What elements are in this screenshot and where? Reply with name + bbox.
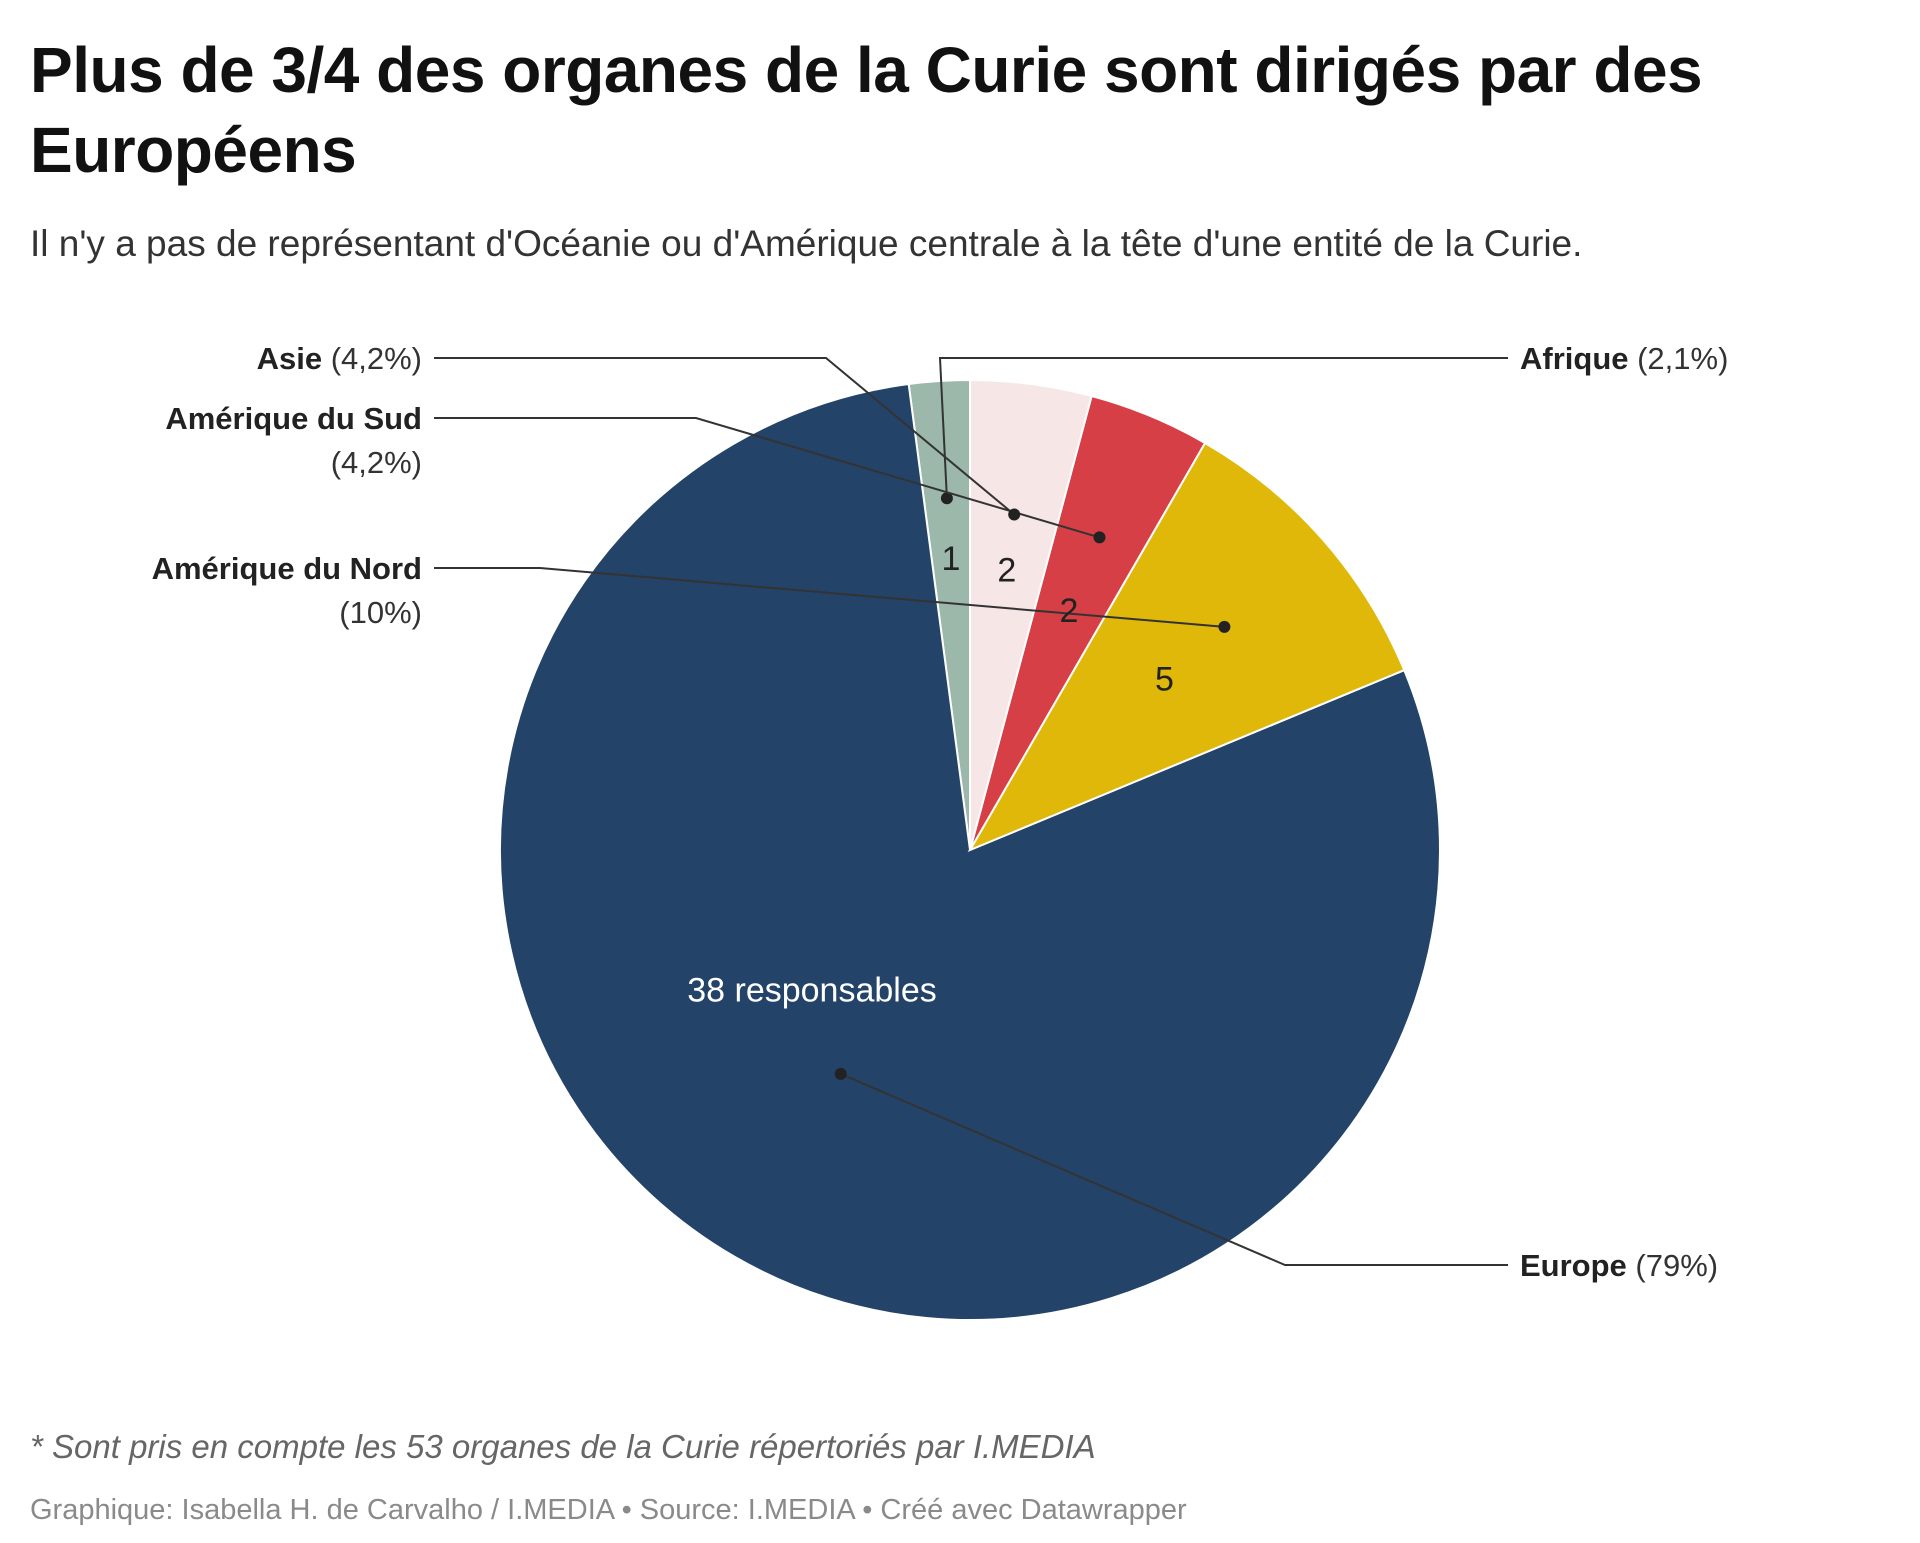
leader-line-amerique-du-nord xyxy=(434,567,1225,628)
leader-line-asie xyxy=(434,357,1015,516)
slice-category-label-afrique: Afrique (2,1%) xyxy=(1520,341,1728,376)
slice-value-label-afrique: 1 xyxy=(941,540,960,578)
pie-chart: 1 38 responsables 5 2 2 Afrique (2,1%) Europe… xyxy=(152,341,1728,1321)
chart-notes: * Sont pris en compte les 53 organes de … xyxy=(30,1428,1096,1465)
leader-dot-europe xyxy=(834,1067,847,1080)
slice-value-label-europe: 38 responsables xyxy=(687,972,937,1010)
pie-slice-asie xyxy=(969,378,1093,851)
leader-line-amerique-du-sud xyxy=(434,417,1100,539)
pie-slice-europe xyxy=(499,382,1441,1321)
leader-dot-amerique-du-nord xyxy=(1218,620,1231,633)
slice-category-label-amerique-du-nord: Amérique du Nord (10%) xyxy=(152,551,422,630)
leader-dot-afrique xyxy=(940,492,953,505)
chart-footer: Graphique: Isabella H. de Carvalho / I.M… xyxy=(30,1494,1187,1526)
slice-category-label-asie: Asie (4,2%) xyxy=(257,341,422,376)
slice-category-label-europe: Europe (79%) xyxy=(1520,1248,1718,1283)
chart-subtitle: Il n'y a pas de représentant d'Océanie o… xyxy=(30,223,1583,264)
leader-dot-asie xyxy=(1008,508,1021,521)
slice-value-label-amerique-du-sud: 2 xyxy=(1059,592,1078,630)
slice-value-label-amerique-du-nord: 5 xyxy=(1155,661,1174,699)
leader-dot-amerique-du-sud xyxy=(1093,531,1106,544)
leader-line-europe xyxy=(840,1072,1508,1266)
slice-category-label-amerique-du-sud: Amérique du Sud (4,2%) xyxy=(165,401,422,480)
chart-title: Plus de 3/4 des organes de la Curie sont… xyxy=(30,34,1703,186)
slice-value-label-asie: 2 xyxy=(997,551,1016,589)
leader-line-afrique xyxy=(938,357,1508,499)
pie-slice-amerique-du-nord xyxy=(967,441,1406,853)
